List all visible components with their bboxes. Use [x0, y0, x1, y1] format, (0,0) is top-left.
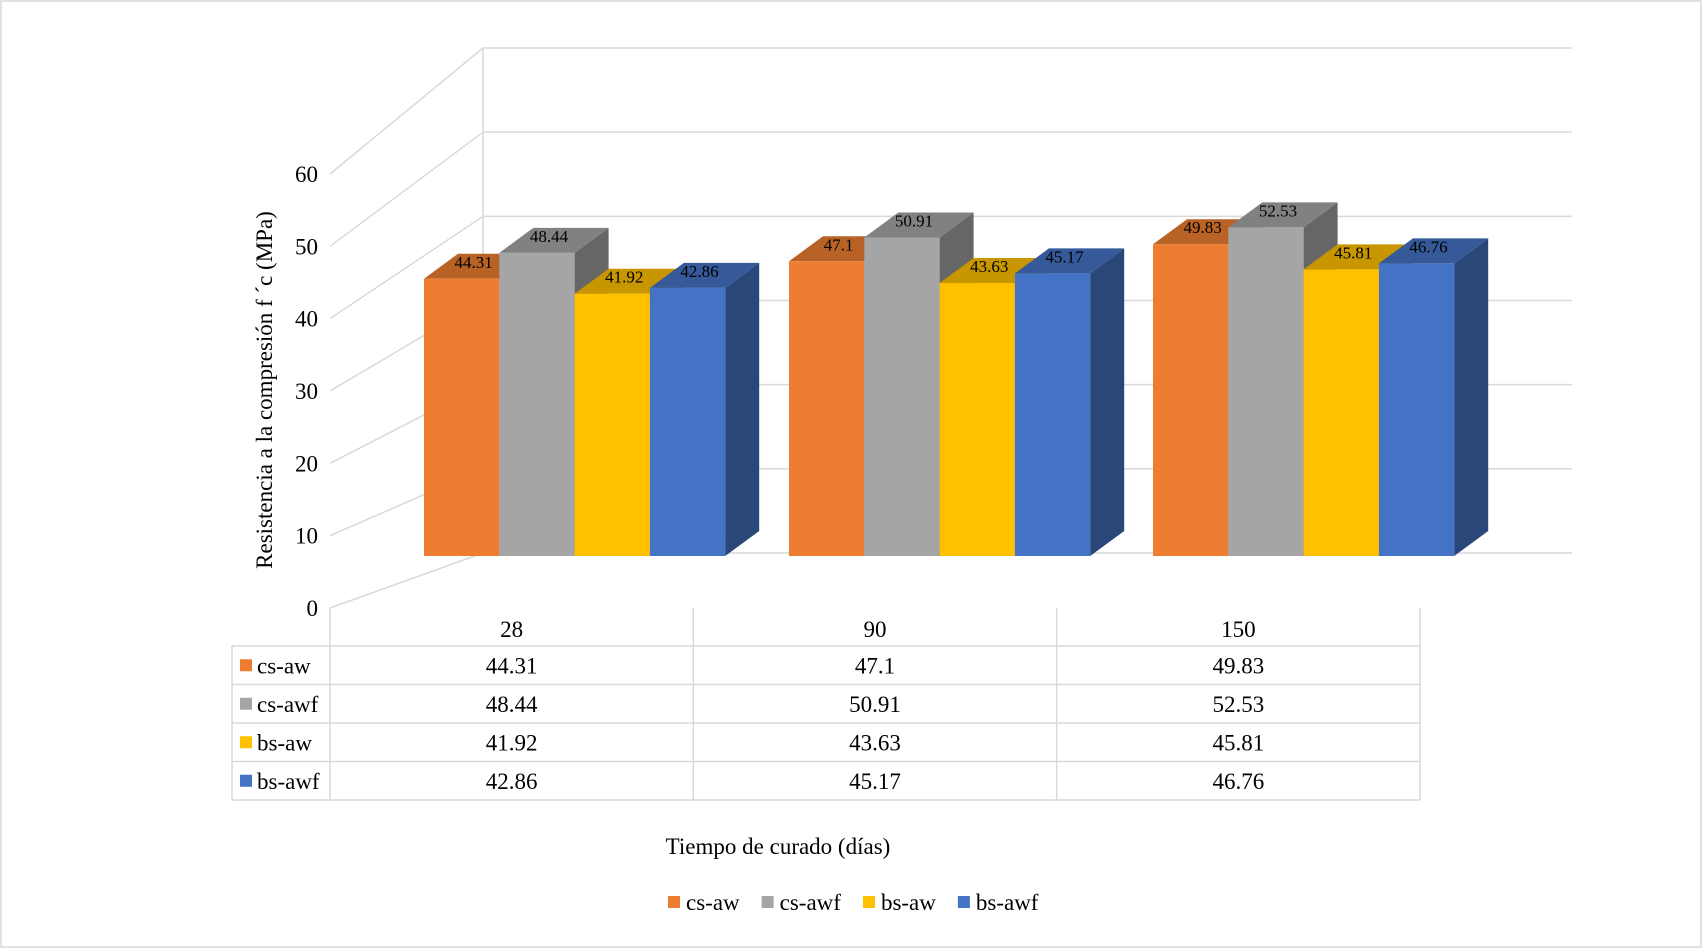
y-tick-label: 20 [295, 451, 318, 476]
data-label: 45.81 [1334, 243, 1372, 262]
bar-side [1454, 238, 1489, 556]
bar-top [1014, 248, 1125, 274]
legend-key-cs-aw [668, 896, 680, 908]
y-tick-label: 30 [295, 379, 318, 404]
bar-side [725, 262, 760, 556]
table-cell: 48.44 [486, 692, 538, 717]
gridline-side [329, 215, 484, 320]
x-axis-title: Tiempo de curado (días) [666, 834, 891, 859]
y-axis-ticks: 0 10 20 30 40 50 60 [295, 162, 318, 621]
data-label: 41.92 [605, 268, 643, 287]
bar-cs-awf-28 [499, 252, 575, 556]
y-tick-label: 40 [295, 307, 318, 332]
legend-label-cs-aw: cs-aw [686, 890, 740, 915]
gridline-side [329, 131, 484, 247]
table-legend-key [240, 659, 252, 672]
table-cell: 52.53 [1212, 692, 1264, 717]
bar-top [649, 262, 760, 288]
bar-top [1228, 202, 1338, 228]
data-label: 50.91 [895, 211, 933, 230]
bar-bs-awf-150 [1378, 263, 1455, 556]
bar-top [499, 227, 609, 253]
data-label: 44.31 [455, 253, 493, 272]
table-legend-key [240, 774, 252, 787]
table-cell: 45.17 [849, 769, 901, 794]
bar-cs-awf-150 [1228, 227, 1304, 556]
data-label: 46.76 [1409, 237, 1447, 256]
legend-key-cs-awf [761, 896, 774, 908]
data-labels: 44.31 48.44 41.92 42.86 47.1 50.91 43.63 45.17 4… [455, 201, 1448, 286]
bar-cs-aw-28 [424, 278, 500, 556]
bar-bs-aw-28 [574, 293, 650, 556]
legend-key-bs-aw [862, 896, 875, 908]
data-table: 28 90 150 cs-aw 44.31 47.1 49.83 cs-awf 48.44 50.… [231, 608, 1421, 801]
y-tick-label: 10 [295, 524, 318, 549]
table-cell: 43.63 [849, 730, 901, 755]
table-cell: 46.76 [1212, 769, 1264, 794]
table-cell: 49.83 [1212, 653, 1264, 678]
data-label: 45.17 [1045, 247, 1084, 266]
table-row-label: bs-aw [257, 730, 312, 755]
data-label: 42.86 [680, 262, 718, 281]
bar-top [864, 212, 974, 238]
legend-label-bs-aw: bs-aw [881, 890, 936, 915]
table-cell: 42.86 [486, 769, 538, 794]
table-legend-key [240, 697, 252, 710]
table-cell: 41.92 [486, 730, 538, 755]
data-label: 49.83 [1184, 218, 1222, 237]
table-cell: 50.91 [849, 692, 901, 717]
legend: cs-aw cs-awf bs-aw bs-awf [668, 890, 1039, 915]
bar-bs-aw-150 [1303, 269, 1379, 556]
table-cell: 44.31 [486, 653, 538, 678]
bars [424, 202, 1489, 557]
legend-key-bs-awf [957, 896, 970, 908]
bar-bs-awf-90 [1014, 273, 1091, 556]
table-row-label: cs-aw [257, 653, 311, 678]
table-cell: 45.81 [1212, 730, 1264, 755]
bar-bs-awf-28 [649, 287, 726, 556]
y-axis-title: Resistencia a la compresión f ´c (MPa) [252, 211, 277, 569]
data-label: 48.44 [530, 227, 569, 246]
bar-top [1378, 238, 1489, 264]
data-label: 47.1 [824, 235, 854, 254]
bar-cs-aw-90 [789, 261, 865, 556]
gridline-side [329, 47, 484, 175]
table-header-cell: 150 [1221, 617, 1256, 642]
table-header-cell: 90 [864, 617, 887, 642]
table-legend-key [240, 736, 252, 749]
table-header-cell: 28 [500, 617, 523, 642]
y-tick-label: 0 [307, 596, 319, 621]
legend-label-cs-awf: cs-awf [780, 890, 842, 915]
y-tick-label: 60 [295, 162, 318, 187]
data-label: 52.53 [1259, 201, 1297, 220]
bar-cs-aw-150 [1153, 244, 1229, 557]
bar-bs-aw-90 [939, 283, 1015, 556]
table-row-label: bs-awf [257, 769, 320, 794]
gridline-side [329, 552, 484, 609]
y-tick-label: 50 [295, 234, 318, 259]
bar-side [1090, 248, 1125, 556]
data-label: 43.63 [970, 257, 1008, 276]
table-cell: 47.1 [855, 653, 895, 678]
legend-label-bs-awf: bs-awf [976, 890, 1039, 915]
table-row-label: cs-awf [257, 692, 319, 717]
bar-cs-awf-90 [864, 237, 940, 557]
